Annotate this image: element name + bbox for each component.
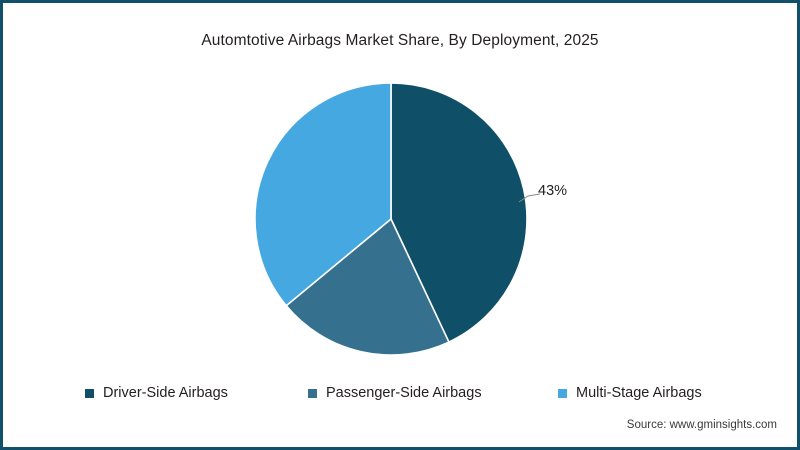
chart-title: Automtotive Airbags Market Share, By Dep… bbox=[201, 32, 599, 49]
pie-slice-multi-stage-airbags[interactable] bbox=[254, 82, 392, 307]
pie-slice-driver-side-airbags[interactable] bbox=[390, 82, 528, 344]
pie-slices bbox=[254, 82, 528, 356]
chart-legend: Driver-Side Airbags Passenger-Side Airba… bbox=[0, 382, 800, 404]
leader-line-43-percent bbox=[518, 193, 541, 203]
legend-item-passenger-side-airbags[interactable]: Passenger-Side Airbags bbox=[308, 382, 482, 404]
legend-item-label: Passenger-Side Airbags bbox=[326, 385, 482, 401]
legend-item-driver-side-airbags[interactable]: Driver-Side Airbags bbox=[85, 382, 228, 404]
legend-item-label: Multi-Stage Airbags bbox=[576, 385, 702, 401]
legend-swatch-icon bbox=[558, 388, 567, 398]
source-attribution: Source: www.gminsights.com bbox=[626, 419, 777, 431]
legend-item-multi-stage-airbags[interactable]: Multi-Stage Airbags bbox=[558, 382, 702, 404]
legend-swatch-icon bbox=[85, 388, 94, 398]
pie-slice-value-label-driver-side: 43% bbox=[538, 183, 568, 199]
legend-item-label: Driver-Side Airbags bbox=[103, 385, 228, 401]
pie-slice-passenger-side-airbags[interactable] bbox=[285, 217, 450, 356]
legend-swatch-icon bbox=[308, 388, 317, 398]
